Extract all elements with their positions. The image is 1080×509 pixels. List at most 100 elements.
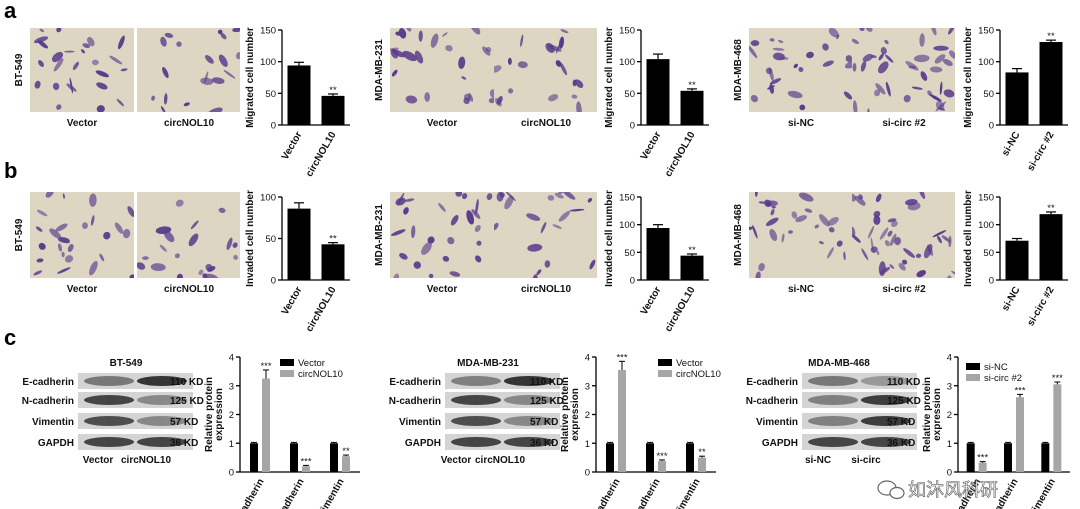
stained-cell — [205, 263, 213, 272]
y-tick-label: 100 — [260, 57, 276, 68]
stained-cell — [49, 228, 62, 239]
stained-cell — [927, 244, 934, 256]
significance-label: ** — [329, 234, 337, 245]
stained-cell — [822, 60, 834, 67]
stained-cell — [935, 100, 945, 111]
stained-cell — [772, 52, 785, 61]
stained-cell — [527, 243, 543, 252]
y-axis-title: Migrated cell number — [604, 27, 615, 128]
stained-cell — [466, 210, 475, 225]
stained-cell — [752, 225, 758, 239]
stained-cell — [852, 193, 857, 202]
watermark: 如沐风科研 — [877, 480, 998, 500]
stained-cell — [798, 67, 804, 72]
panel-label-b: b — [4, 158, 17, 183]
y-tick-label: 150 — [619, 26, 635, 37]
significance-label: *** — [1052, 373, 1063, 384]
stained-cell — [547, 195, 555, 201]
stained-cell — [87, 36, 95, 47]
significance-label: *** — [1014, 385, 1025, 396]
stained-cell — [814, 224, 820, 229]
stained-cell — [92, 59, 99, 66]
image-label: si-circ #2 — [882, 118, 926, 129]
stained-cell — [395, 197, 406, 206]
blot-row-label: N-cadherin — [389, 396, 441, 407]
y-tick-label: 50 — [624, 89, 635, 100]
band — [136, 376, 187, 386]
stained-cell — [404, 198, 415, 202]
y-tick-label: 50 — [265, 234, 276, 245]
western-blot-bt-549: BT-549 E-cadherin 110 KD N-cadherin 125 KD Vi… — [22, 358, 204, 466]
stained-cell — [852, 38, 860, 45]
stained-cell — [504, 195, 514, 210]
image-label: circNOL10 — [521, 284, 571, 295]
bar-si-NC — [1005, 240, 1029, 280]
stained-cell — [885, 81, 891, 97]
stained-cell — [853, 100, 858, 112]
stained-cell — [574, 79, 584, 88]
stained-cell — [66, 83, 77, 92]
band — [84, 416, 135, 426]
micrograph-lane1 — [30, 28, 134, 112]
stained-cell — [190, 220, 199, 230]
cell-line-label: MDA-MB-468 — [733, 39, 744, 101]
y-tick-label: 100 — [978, 220, 994, 231]
y-tick-label: 3 — [947, 381, 952, 392]
stained-cell — [218, 54, 228, 67]
membrane-bg — [494, 28, 597, 112]
stained-cell — [799, 104, 806, 111]
stained-cell — [843, 251, 846, 261]
y-tick-label: 0 — [947, 468, 952, 479]
band — [860, 376, 911, 386]
stained-cell — [57, 267, 71, 274]
stained-cell — [878, 53, 884, 61]
stained-cell — [220, 32, 227, 40]
stained-cell — [390, 229, 406, 236]
stained-cell — [843, 91, 853, 100]
band-size-label: 57 KD — [170, 417, 198, 428]
y-axis-title-line1: Relative protein — [204, 377, 215, 452]
stained-cell — [488, 97, 494, 104]
stained-cell — [80, 49, 86, 54]
stained-cell — [932, 230, 947, 238]
stained-cell — [55, 223, 68, 232]
bar-E-cadherin-circNOL10 — [262, 378, 270, 472]
stained-cell — [919, 33, 925, 47]
band-size-label: 57 KD — [887, 417, 915, 428]
stained-cell — [82, 222, 88, 230]
stained-cell — [486, 193, 493, 201]
lane-label: si-NC — [805, 455, 831, 466]
x-tick-label: si-circ #2 — [1025, 285, 1056, 328]
stained-cell — [411, 225, 416, 239]
stained-cell — [494, 98, 502, 107]
stained-cell — [526, 213, 541, 221]
stained-cell — [587, 197, 593, 203]
stained-cells — [137, 199, 238, 278]
stained-cell — [947, 275, 952, 278]
x-tick-label: E-cadherin — [587, 477, 622, 509]
image-label: si-NC — [788, 284, 814, 295]
bar-chart-mda-mb-468: 0 50 100 150 Migrated cell number si-NC ** si-c… — [963, 26, 1068, 173]
stained-cell — [235, 52, 240, 60]
stained-cell — [852, 62, 857, 72]
band — [84, 376, 135, 386]
x-tick-label: circNOL10 — [304, 285, 339, 334]
stained-cell — [911, 86, 923, 90]
stained-cell — [890, 233, 897, 246]
stained-cell — [393, 273, 400, 278]
bar-N-cadherin-si-circ #2 — [1016, 397, 1024, 472]
y-tick-label: 2 — [229, 410, 234, 421]
y-axis-title-line1: Relative protein — [922, 377, 933, 452]
stained-cell — [405, 95, 418, 104]
stained-cell — [828, 227, 835, 233]
micrograph-lane1 — [390, 28, 494, 112]
cell-line-label: MDA-MB-468 — [733, 204, 744, 266]
stained-cell — [217, 29, 223, 35]
stained-cell — [489, 89, 494, 99]
x-tick-label: si-NC — [1000, 130, 1023, 158]
band-size-label: 125 KD — [170, 396, 204, 407]
image-label: Vector — [67, 284, 98, 295]
stained-cell — [836, 240, 843, 247]
stained-cell — [164, 32, 174, 38]
stained-cell — [64, 50, 75, 53]
